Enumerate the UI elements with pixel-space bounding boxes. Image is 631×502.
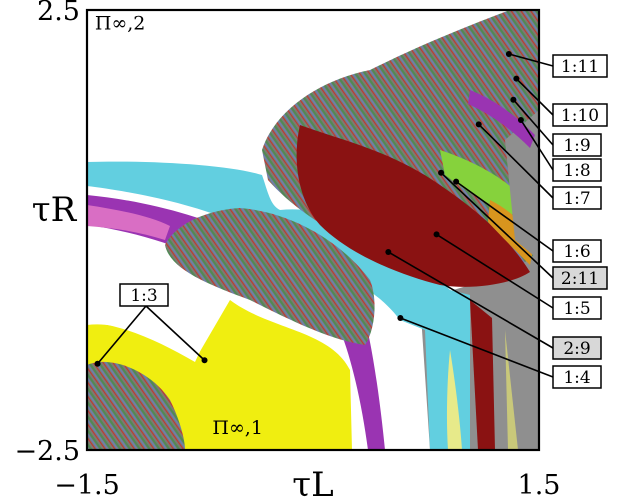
region-light-yellow — [446, 350, 462, 450]
region-label: Π∞,1 — [212, 417, 263, 439]
x-axis-label: τL — [292, 465, 333, 502]
annotation-point — [433, 231, 440, 238]
annotation-leader — [508, 53, 554, 67]
annotation-leader — [520, 119, 554, 171]
x-tick-label: −1.5 — [54, 470, 120, 501]
annotation-box — [552, 133, 602, 157]
region-pink-strip — [87, 205, 170, 240]
region-green — [440, 150, 520, 215]
annotation-label: 1:6 — [563, 242, 590, 262]
annotation-box — [552, 54, 608, 78]
annotation-leader — [96, 305, 147, 365]
annotation-box — [552, 365, 602, 389]
annotation-point — [453, 178, 460, 185]
annotation-box — [119, 283, 169, 307]
annotation-leader — [478, 123, 554, 199]
white-wedge — [87, 275, 210, 362]
y-tick-label: 2.5 — [37, 0, 80, 27]
annotation-leader — [455, 180, 554, 252]
annotation-leader — [400, 317, 554, 378]
axes: −1.5 1.5 2.5 −2.5 τL τR — [14, 0, 560, 502]
plot-frame — [85, 8, 541, 452]
region-labels: Π∞,2 Π∞,1 — [95, 12, 263, 439]
annotation-label: 1:10 — [561, 106, 599, 126]
annotation-point — [513, 75, 520, 82]
annotation-label: 1:9 — [563, 136, 590, 156]
annotation-box — [552, 186, 602, 210]
y-tick-label: −2.5 — [14, 436, 80, 467]
annotation-box — [552, 336, 602, 360]
annotation-box — [552, 239, 602, 263]
region-label: Π∞,2 — [95, 12, 146, 34]
x-tick-label: 1.5 — [518, 470, 561, 501]
y-axis-label: τR — [32, 190, 78, 230]
annotation-label: 2:9 — [563, 339, 590, 359]
annotation-label: 1:8 — [563, 161, 590, 181]
region-middle-lobe — [165, 208, 375, 345]
annotation-label: 1:5 — [563, 299, 590, 319]
annotation-point — [94, 360, 101, 367]
region-orange — [488, 200, 535, 265]
annotation-box — [552, 158, 602, 182]
annotation-point — [438, 169, 445, 176]
annotation-label: 1:3 — [130, 286, 157, 306]
annotation-point — [475, 121, 482, 128]
plot-area — [87, 10, 539, 450]
annotation-leader — [145, 305, 206, 361]
annotation-point — [517, 117, 524, 123]
annotation-leader — [440, 172, 554, 279]
region-purple-strips — [468, 90, 535, 148]
annotation-leader — [436, 233, 554, 309]
annotations: 1:11 1:10 1:9 1:8 1:7 1:6 2:11 1:5 2:9 1:4 1:3 — [94, 51, 608, 389]
annotation-leader — [387, 251, 554, 349]
annotation-point — [510, 96, 517, 103]
region-dark-red — [296, 125, 530, 287]
annotation-leader — [515, 78, 554, 116]
annotation-label: 2:11 — [561, 269, 599, 289]
annotation-point — [397, 315, 404, 321]
annotation-label: 1:11 — [561, 57, 599, 77]
annotation-leader — [512, 99, 554, 146]
annotation-label: 1:7 — [563, 189, 590, 209]
region-dark-red-lower — [470, 300, 495, 450]
annotation-box — [552, 103, 608, 127]
annotation-label: 1:4 — [563, 368, 590, 388]
annotation-box — [552, 296, 602, 320]
annotation-point — [385, 249, 392, 255]
region-lower-lobe — [87, 361, 185, 450]
annotation-point — [505, 51, 512, 57]
annotation-point — [201, 357, 208, 364]
annotation-box — [552, 266, 608, 290]
